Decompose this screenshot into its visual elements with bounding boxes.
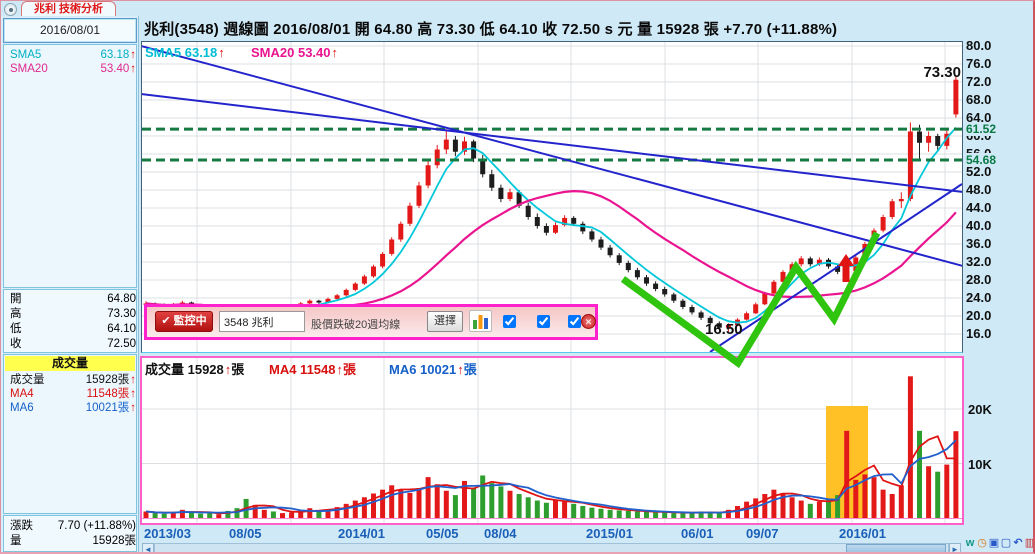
price-tick-label: 16.0 (966, 326, 992, 341)
tab-technical-analysis[interactable]: 兆利 技術分析 (21, 1, 117, 16)
price-tick-label: 28.0 (966, 272, 992, 287)
clock-icon[interactable]: ◷ (977, 537, 987, 549)
scroll-right-button[interactable]: ► (949, 543, 961, 552)
ma6-chart-legend: MA6 10021↑張 (389, 362, 477, 377)
alert-checkbox-3[interactable] (568, 315, 581, 328)
ohlc-panel: 開 64.80 高 73.30 低 64.10 收 72.50 (3, 289, 137, 353)
qty-row: 量 15928張 (10, 535, 136, 547)
price-tick-label: 44.0 (966, 200, 992, 215)
time-axis-label: 2013/03 (144, 526, 191, 541)
sma5-row: SMA5 63.18↑ (10, 49, 136, 61)
time-axis-label: 05/05 (426, 526, 459, 541)
volume-chart-panel[interactable] (140, 356, 964, 525)
price-tick-label: 24.0 (966, 290, 992, 305)
stock-input[interactable] (219, 311, 305, 332)
window-menu-button[interactable] (4, 3, 17, 16)
ma6-row: MA6 10021張↑ (10, 402, 136, 414)
price-tick-label: 68.0 (966, 92, 992, 107)
low-row: 低 64.10 (10, 323, 136, 335)
delete-alert-icon[interactable]: ✕ (581, 314, 596, 329)
price-tick-label: 40.0 (966, 218, 992, 233)
volume-row: 成交量 15928張↑ (10, 374, 136, 386)
peak-price-label: 73.30 (923, 64, 961, 81)
sma20-row: SMA20 53.40↑ (10, 63, 136, 75)
select-button[interactable]: 選擇 (427, 311, 463, 332)
change-panel: 漲跌 7.70 (+11.88%) 量 15928張 (3, 515, 137, 552)
volume-panel-sidebar: 成交量 成交量 15928張↑ MA4 11548張↑ MA6 10021張↑ (3, 354, 137, 514)
horizontal-scrollbar-thumb[interactable] (846, 544, 946, 552)
check-icon: ✔ (161, 315, 171, 327)
zoom-region-icon[interactable]: ▢ (1000, 537, 1012, 549)
scroll-left-button[interactable]: ◄ (142, 543, 154, 552)
price-tick-label: 72.0 (966, 74, 992, 89)
change-row: 漲跌 7.70 (+11.88%) (10, 520, 136, 532)
tab-title: 兆利 技術分析 (34, 3, 104, 15)
ma4-chart-legend: MA4 11548↑張 (269, 362, 357, 377)
support-line-label: 61.52 (964, 122, 999, 137)
price-tick-label: 80.0 (966, 38, 992, 53)
chart-check-icon[interactable]: ▥ (1024, 537, 1035, 549)
time-axis-label: 2015/01 (586, 526, 633, 541)
time-axis-label: 2014/01 (338, 526, 385, 541)
undo-icon[interactable]: ↶ (1013, 537, 1023, 549)
date-box: 2016/08/01 (3, 18, 137, 43)
price-tick-label: 52.0 (966, 164, 992, 179)
price-tick-label: 32.0 (966, 254, 992, 269)
horizontal-scrollbar-track[interactable] (154, 543, 949, 552)
time-axis-label: 09/07 (746, 526, 779, 541)
low-price-label: 16.50 (705, 321, 743, 338)
select-region-icon[interactable]: ▣ (988, 537, 1000, 549)
chart-header-title: 兆利(3548) 週線圖 2016/08/01 開 64.80 高 73.30 … (144, 21, 838, 38)
ma4-row: MA4 11548張↑ (10, 388, 136, 400)
price-tick-label: 36.0 (966, 236, 992, 251)
sma20-chart-legend: SMA20 53.40↑ (251, 45, 338, 60)
sma5-chart-legend: SMA5 63.18↑ (145, 45, 225, 60)
monitor-alert-bar: ✔ 監控中 股價跌破20週均線 選擇 ✕ (144, 304, 598, 340)
alert-checkbox-1[interactable] (503, 315, 516, 328)
volume-chart-legend: 成交量 15928↑張 (145, 362, 245, 377)
price-tick-label: 64.0 (966, 110, 992, 125)
price-chart-panel[interactable] (141, 41, 963, 353)
time-axis-label: 2016/01 (839, 526, 886, 541)
time-axis-label: 06/01 (681, 526, 714, 541)
close-row: 收 72.50 (10, 338, 136, 350)
sma-panel: SMA5 63.18↑ SMA20 53.40↑ (3, 44, 137, 288)
menu-dot-icon (9, 8, 13, 12)
volume-tick-label: 20K (968, 402, 992, 417)
alert-condition-label: 股價跌破20週均線 (311, 319, 401, 331)
price-tick-label: 48.0 (966, 182, 992, 197)
bar-chart-icon (473, 315, 488, 329)
alert-checkbox-2[interactable] (537, 315, 550, 328)
price-tick-label: 76.0 (966, 56, 992, 71)
high-row: 高 73.30 (10, 308, 136, 320)
open-row: 開 64.80 (10, 293, 136, 305)
volume-section-header: 成交量 (5, 356, 135, 371)
time-axis-label: 08/05 (229, 526, 262, 541)
bar-chart-icon-button[interactable] (469, 310, 492, 332)
quote-sidebar: 2016/08/01 SMA5 63.18↑ SMA20 53.40↑ 開 64.… (1, 16, 139, 552)
support-line-label: 54.68 (964, 152, 999, 167)
wave-icon[interactable]: w (965, 537, 975, 549)
time-axis-label: 08/04 (484, 526, 517, 541)
volume-tick-label: 10K (968, 456, 992, 472)
monitoring-status-button[interactable]: ✔ 監控中 (155, 311, 213, 332)
price-tick-label: 20.0 (966, 308, 992, 323)
